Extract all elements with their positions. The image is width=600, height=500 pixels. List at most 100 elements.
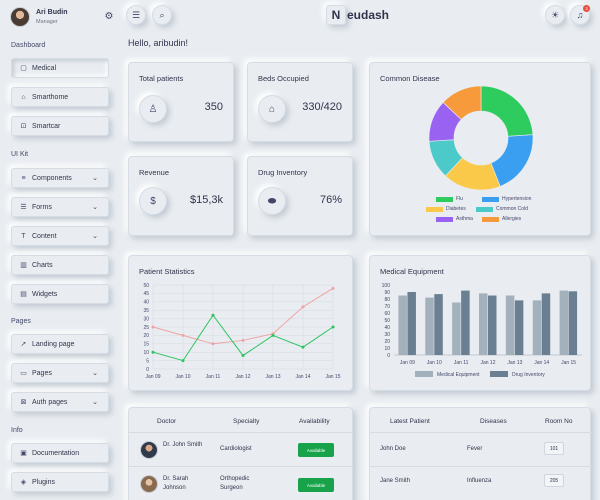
sidebar-item-documentation[interactable]: ▣ Documentation <box>11 443 109 463</box>
bar[interactable] <box>434 294 443 355</box>
data-point[interactable] <box>301 305 305 309</box>
avatar <box>140 475 158 493</box>
profile-role: Manager <box>36 19 58 25</box>
line-chart: 0 5 10 15 20 25 30 35 40 45 50 Jan 09 Jan 10 Jan 11 Ja… <box>143 283 340 380</box>
sidebar-item-label: Pages <box>32 369 52 377</box>
stat-title: Beds Occupied <box>258 74 309 83</box>
sidebar-item-landing-page[interactable]: ➚ Landing page <box>11 334 109 354</box>
stat-title: Drug Inventory <box>258 168 308 177</box>
stat-card-total-patients: Total patients ♙ 350 <box>128 62 234 142</box>
sidebar-item-auth-pages[interactable]: ⊠ Auth pages ⌄ <box>11 392 109 412</box>
bar[interactable] <box>559 290 569 355</box>
profile-name: Ari Budin <box>36 9 68 16</box>
search-button[interactable]: ⌕ <box>152 5 172 25</box>
y-tick-label: 10 <box>143 350 149 356</box>
data-point[interactable] <box>211 342 215 346</box>
pie-slice-allergies[interactable] <box>442 85 482 120</box>
sidebar: Ari Budin Manager ⚙ Dashboard ▢ Medical … <box>0 0 118 500</box>
bar[interactable] <box>514 300 524 355</box>
brand-text: eudash <box>347 8 390 22</box>
data-point[interactable] <box>151 350 155 354</box>
legend-label: Diabetes <box>446 206 466 212</box>
sidebar-item-label: Forms <box>32 203 52 211</box>
legend-label: Common Cold <box>496 206 528 212</box>
legend-swatch <box>415 371 433 377</box>
bar[interactable] <box>398 295 407 356</box>
chevron-down-icon: ⌄ <box>92 175 98 182</box>
x-tick-label: Jan 09 <box>145 374 160 380</box>
stat-card-revenue: Revenue $ $15,3k <box>128 156 234 236</box>
lock-icon: ⊠ <box>20 399 27 406</box>
legend-item-asthma: Asthma <box>436 216 473 222</box>
sidebar-item-content[interactable]: T Content ⌄ <box>11 226 109 246</box>
legend-swatch <box>426 206 443 212</box>
doctor-specialty: Orthopedic Surgeon <box>220 476 250 491</box>
data-point[interactable] <box>181 333 185 337</box>
data-point[interactable] <box>331 325 335 329</box>
sidebar-item-label: Components <box>32 174 72 182</box>
column-header: Specialty <box>233 418 260 425</box>
legend-swatch <box>482 196 499 202</box>
availability-badge[interactable]: Available <box>298 478 334 492</box>
patient-disease: Fever <box>467 446 483 452</box>
menu-toggle-button[interactable]: ☰ <box>126 5 146 25</box>
column-header: Availability <box>299 418 330 425</box>
avatar[interactable] <box>10 7 30 27</box>
column-header: Doctor <box>157 418 177 425</box>
notifications-button[interactable]: ♫ 3 <box>570 5 590 25</box>
gear-icon[interactable]: ⚙ <box>104 11 114 22</box>
chevron-down-icon: ⌄ <box>92 233 98 240</box>
bar[interactable] <box>488 295 497 356</box>
stat-value: 330/420 <box>302 101 342 113</box>
legend-label: Medical Equipment <box>437 372 480 378</box>
legend-swatch <box>436 196 453 202</box>
sidebar-item-medical[interactable]: ▢ Medical <box>11 58 109 78</box>
bar[interactable] <box>452 302 461 356</box>
legend-swatch <box>476 206 493 212</box>
stat-value: 76% <box>319 194 342 206</box>
stat-card-drug-inventory: Drug Inventory ⬬ 76% <box>247 156 353 236</box>
bar[interactable] <box>407 292 416 355</box>
availability-badge[interactable]: Available <box>298 443 334 457</box>
stat-title: Total patients <box>139 74 184 83</box>
sidebar-item-label: Documentation <box>32 449 80 457</box>
bar[interactable] <box>532 300 542 355</box>
data-point[interactable] <box>241 338 245 342</box>
bell-icon: ♫ <box>576 10 584 20</box>
sidebar-item-smartcar[interactable]: ⊡ Smartcar <box>11 116 109 136</box>
data-point[interactable] <box>331 286 335 290</box>
y-tick-label: 25 <box>143 325 149 331</box>
data-point[interactable] <box>271 333 275 337</box>
sidebar-item-pages[interactable]: ▭ Pages ⌄ <box>11 363 109 383</box>
sidebar-item-widgets[interactable]: ▤ Widgets <box>11 284 109 304</box>
y-tick-label: 50 <box>143 283 149 289</box>
header-divider <box>370 432 592 433</box>
bar[interactable] <box>505 295 515 356</box>
sidebar-item-plugins[interactable]: ◈ Plugins <box>11 472 109 492</box>
square-icon: ▢ <box>20 65 27 72</box>
data-point[interactable] <box>181 359 185 363</box>
brand-logo[interactable]: N eudash <box>326 5 389 25</box>
y-tick-label: 50 <box>384 318 390 324</box>
sidebar-item-forms[interactable]: ☰ Forms ⌄ <box>11 197 109 217</box>
user-profile[interactable]: Ari Budin Manager ⚙ <box>10 7 114 29</box>
bar[interactable] <box>568 291 578 355</box>
text-icon: T <box>21 232 26 240</box>
data-point[interactable] <box>301 345 305 349</box>
patient-disease: Influenza <box>467 478 492 484</box>
search-icon: ⌕ <box>159 9 165 20</box>
sidebar-item-smarthome[interactable]: ⌂ Smarthome <box>11 87 109 107</box>
bar[interactable] <box>479 293 488 355</box>
data-point[interactable] <box>211 313 215 317</box>
sidebar-item-components[interactable]: ≡ Components ⌄ <box>11 168 109 188</box>
notification-badge: 3 <box>583 5 590 12</box>
bar[interactable] <box>425 297 434 355</box>
data-point[interactable] <box>151 325 155 329</box>
sidebar-item-charts[interactable]: ▥ Charts <box>11 255 109 275</box>
data-point[interactable] <box>241 354 245 358</box>
x-tick-label: Jan 10 <box>175 374 190 380</box>
stat-value: 350 <box>204 101 223 113</box>
theme-toggle-button[interactable]: ☀ <box>545 5 565 25</box>
bar[interactable] <box>461 290 470 355</box>
bar[interactable] <box>541 293 551 355</box>
